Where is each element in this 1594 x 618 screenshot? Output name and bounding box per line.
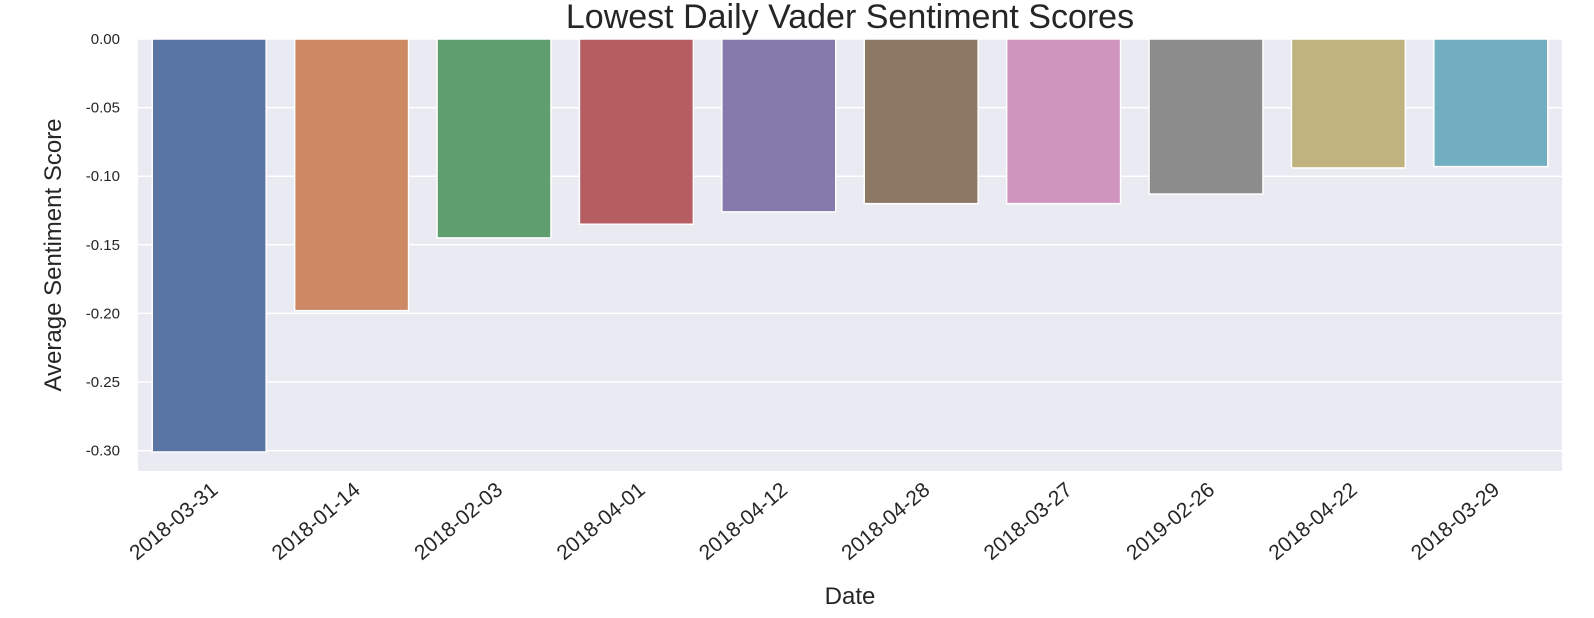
bar-2018-03-29 (1433, 38, 1549, 168)
y-tick-labels: 0.00 -0.05 -0.10 -0.15 -0.20 -0.25 -0.30 (86, 31, 120, 460)
bar-2018-04-12 (721, 38, 837, 213)
y-tick-label: 0.00 (91, 31, 120, 48)
y-tick-label: -0.10 (86, 168, 120, 185)
chart-title: Lowest Daily Vader Sentiment Scores (566, 0, 1134, 36)
y-tick-label: -0.25 (86, 374, 120, 391)
x-tick-labels: 2018-03-31 2018-01-14 2018-02-03 2018-04-01… (125, 478, 1504, 565)
bar-2018-01-14 (293, 38, 410, 312)
x-tick-label: 2018-04-12 (695, 478, 792, 565)
bar-2018-04-01 (578, 38, 695, 225)
y-axis-label: Average Sentiment Score (40, 118, 67, 391)
x-axis-label: Date (825, 583, 876, 610)
x-tick-label: 2018-04-01 (553, 478, 650, 565)
bar-2018-04-22 (1290, 38, 1407, 169)
x-tick-label: 2018-01-14 (268, 478, 365, 565)
bar-2018-03-31 (151, 38, 267, 453)
x-tick-label: 2019-02-26 (1122, 478, 1219, 565)
bar-2018-02-03 (436, 38, 552, 239)
y-tick-label: -0.20 (86, 305, 120, 322)
x-tick-label: 2018-03-29 (1407, 478, 1504, 565)
bar-2018-03-27 (1005, 38, 1122, 205)
x-tick-label: 2018-02-03 (410, 478, 507, 565)
x-tick-label: 2018-04-28 (837, 478, 934, 565)
y-tick-label: -0.30 (86, 443, 120, 460)
x-tick-label: 2018-03-31 (125, 478, 222, 565)
x-tick-label: 2018-03-27 (980, 478, 1077, 565)
bar-2018-04-28 (863, 38, 979, 205)
x-tick-label: 2018-04-22 (1265, 478, 1362, 565)
y-tick-label: -0.05 (86, 100, 120, 117)
bar-2019-02-26 (1148, 38, 1264, 195)
bars (151, 38, 1549, 453)
y-tick-label: -0.15 (86, 237, 120, 254)
